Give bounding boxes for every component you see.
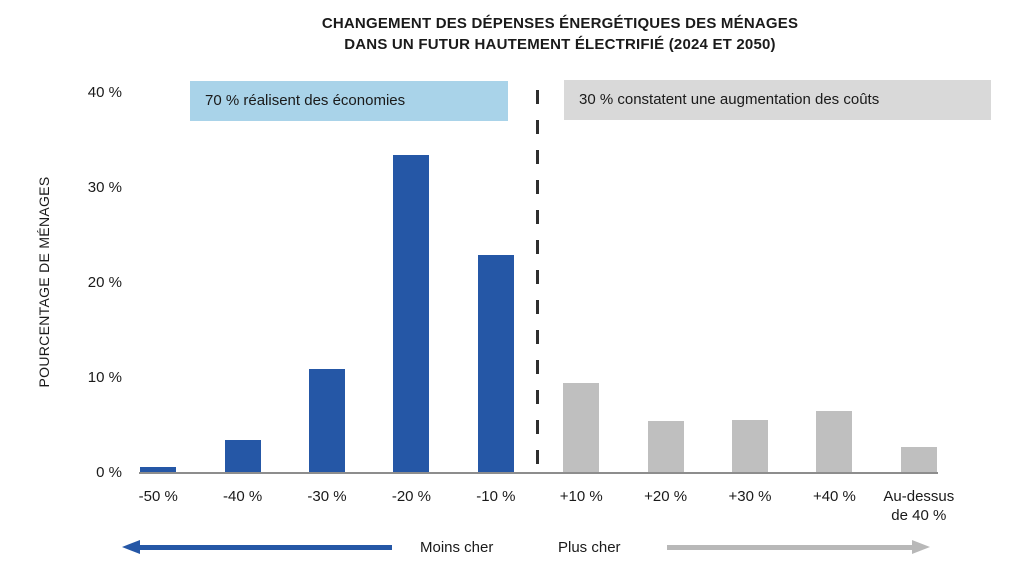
bar-slot (539, 93, 623, 473)
bar-+30% (732, 419, 769, 473)
more-expensive-arrow (667, 540, 930, 555)
x-tick-label: -40 % (223, 488, 263, 505)
bar-slot (708, 93, 792, 473)
cheaper-label: Moins cher (420, 539, 494, 556)
divider-dashed-line (536, 90, 539, 473)
cheaper-arrow (122, 540, 392, 555)
x-tick-label: +40 % (812, 488, 856, 505)
more-expensive-label: Plus cher (558, 539, 621, 556)
bar-slot (369, 93, 453, 473)
bar-Au-dessusde40% (900, 447, 937, 473)
bars-group-savings (116, 93, 538, 473)
x-tick-label: -10 % (476, 488, 516, 505)
bar-slot (200, 93, 284, 473)
x-tick-label: +30 % (728, 488, 772, 505)
x-tick-labels-right: +10 % +20 % +30 % +40 % Au-dessus de 40 % (539, 487, 961, 525)
cost-increase-annotation-box: 30 % constatent une augmentation des coû… (564, 80, 991, 120)
bar--40% (224, 439, 261, 473)
y-tick-label: 20 % (87, 274, 122, 291)
bar-slot (877, 93, 961, 473)
bar-+20% (647, 420, 684, 473)
arrow-right-head-icon (912, 540, 930, 554)
x-tick-label: -50 % (138, 488, 178, 505)
x-tick-label: +20 % (644, 488, 688, 505)
bar--10% (477, 254, 514, 473)
bar-slot (116, 93, 200, 473)
bar-slot (285, 93, 369, 473)
bar--30% (309, 368, 346, 473)
savings-annotation-box: 70 % réalisent des économies (190, 81, 508, 121)
bar--20% (393, 154, 430, 473)
y-tick-label: 10 % (87, 369, 122, 386)
arrow-left-head-icon (122, 540, 140, 554)
bars-group-increase (539, 93, 961, 473)
y-tick-label: 30 % (87, 179, 122, 196)
y-tick-label: 40 % (87, 84, 122, 101)
y-tick-label: 0 % (96, 464, 122, 481)
x-axis-line (139, 472, 938, 474)
chart-title-line1: CHANGEMENT DES DÉPENSES ÉNERGÉTIQUES DES… (321, 15, 799, 32)
x-tick-labels-left: -50 % -40 % -30 % -20 % -10 % (116, 487, 538, 506)
bar-slot (792, 93, 876, 473)
bar-slot (623, 93, 707, 473)
bar-+10% (563, 382, 600, 473)
arrow-shaft (667, 545, 915, 550)
bar--50% (140, 467, 177, 473)
chart-title: CHANGEMENT DES DÉPENSES ÉNERGÉTIQUES DES… (96, 13, 1024, 55)
x-tick-label: +10 % (559, 488, 603, 505)
arrow-shaft (137, 545, 392, 550)
chart-title-line2: DANS UN FUTUR HAUTEMENT ÉLECTRIFIÉ (2024… (344, 36, 776, 53)
x-tick-label: Au-dessus de 40 % (883, 488, 955, 524)
bar-+40% (816, 411, 853, 473)
y-axis-ticks: 40 % 30 % 20 % 10 % 0 % (0, 84, 122, 481)
bar-slot (454, 93, 538, 473)
x-tick-label: -20 % (391, 488, 432, 505)
x-tick-label: -30 % (307, 488, 347, 505)
